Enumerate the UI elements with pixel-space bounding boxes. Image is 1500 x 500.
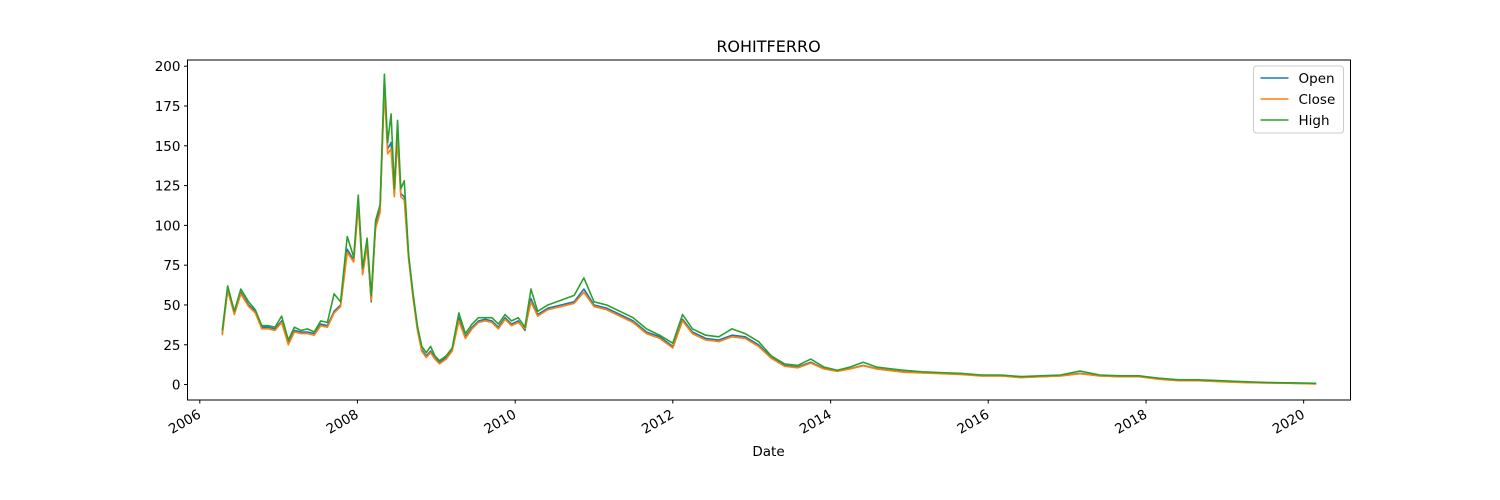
plot-area (221, 73, 1317, 385)
y-tick-label: 175 (155, 99, 181, 115)
series-line-high (221, 73, 1317, 385)
series-line-close (221, 87, 1317, 385)
y-tick-label: 125 (155, 179, 181, 195)
y-axis: 0 25 50 75 100 125 150 175 200 (155, 59, 188, 394)
legend-label-high: High (1299, 113, 1330, 129)
y-tick-label: 50 (163, 298, 180, 314)
x-axis-label: Date (752, 444, 784, 460)
y-tick-label: 25 (163, 338, 180, 354)
legend-box (1253, 65, 1344, 134)
y-tick-label: 200 (155, 59, 181, 75)
y-tick-label: 100 (155, 218, 181, 234)
legend-label-close: Close (1299, 92, 1336, 108)
y-tick-label: 0 (172, 378, 181, 394)
chart-title: ROHITFERRO (716, 37, 820, 56)
legend: Open Close High (1253, 65, 1344, 134)
y-tick-label: 150 (155, 139, 181, 155)
plot-frame (187, 59, 1351, 401)
y-tick-label: 75 (163, 258, 180, 274)
legend-label-open: Open (1299, 71, 1335, 87)
